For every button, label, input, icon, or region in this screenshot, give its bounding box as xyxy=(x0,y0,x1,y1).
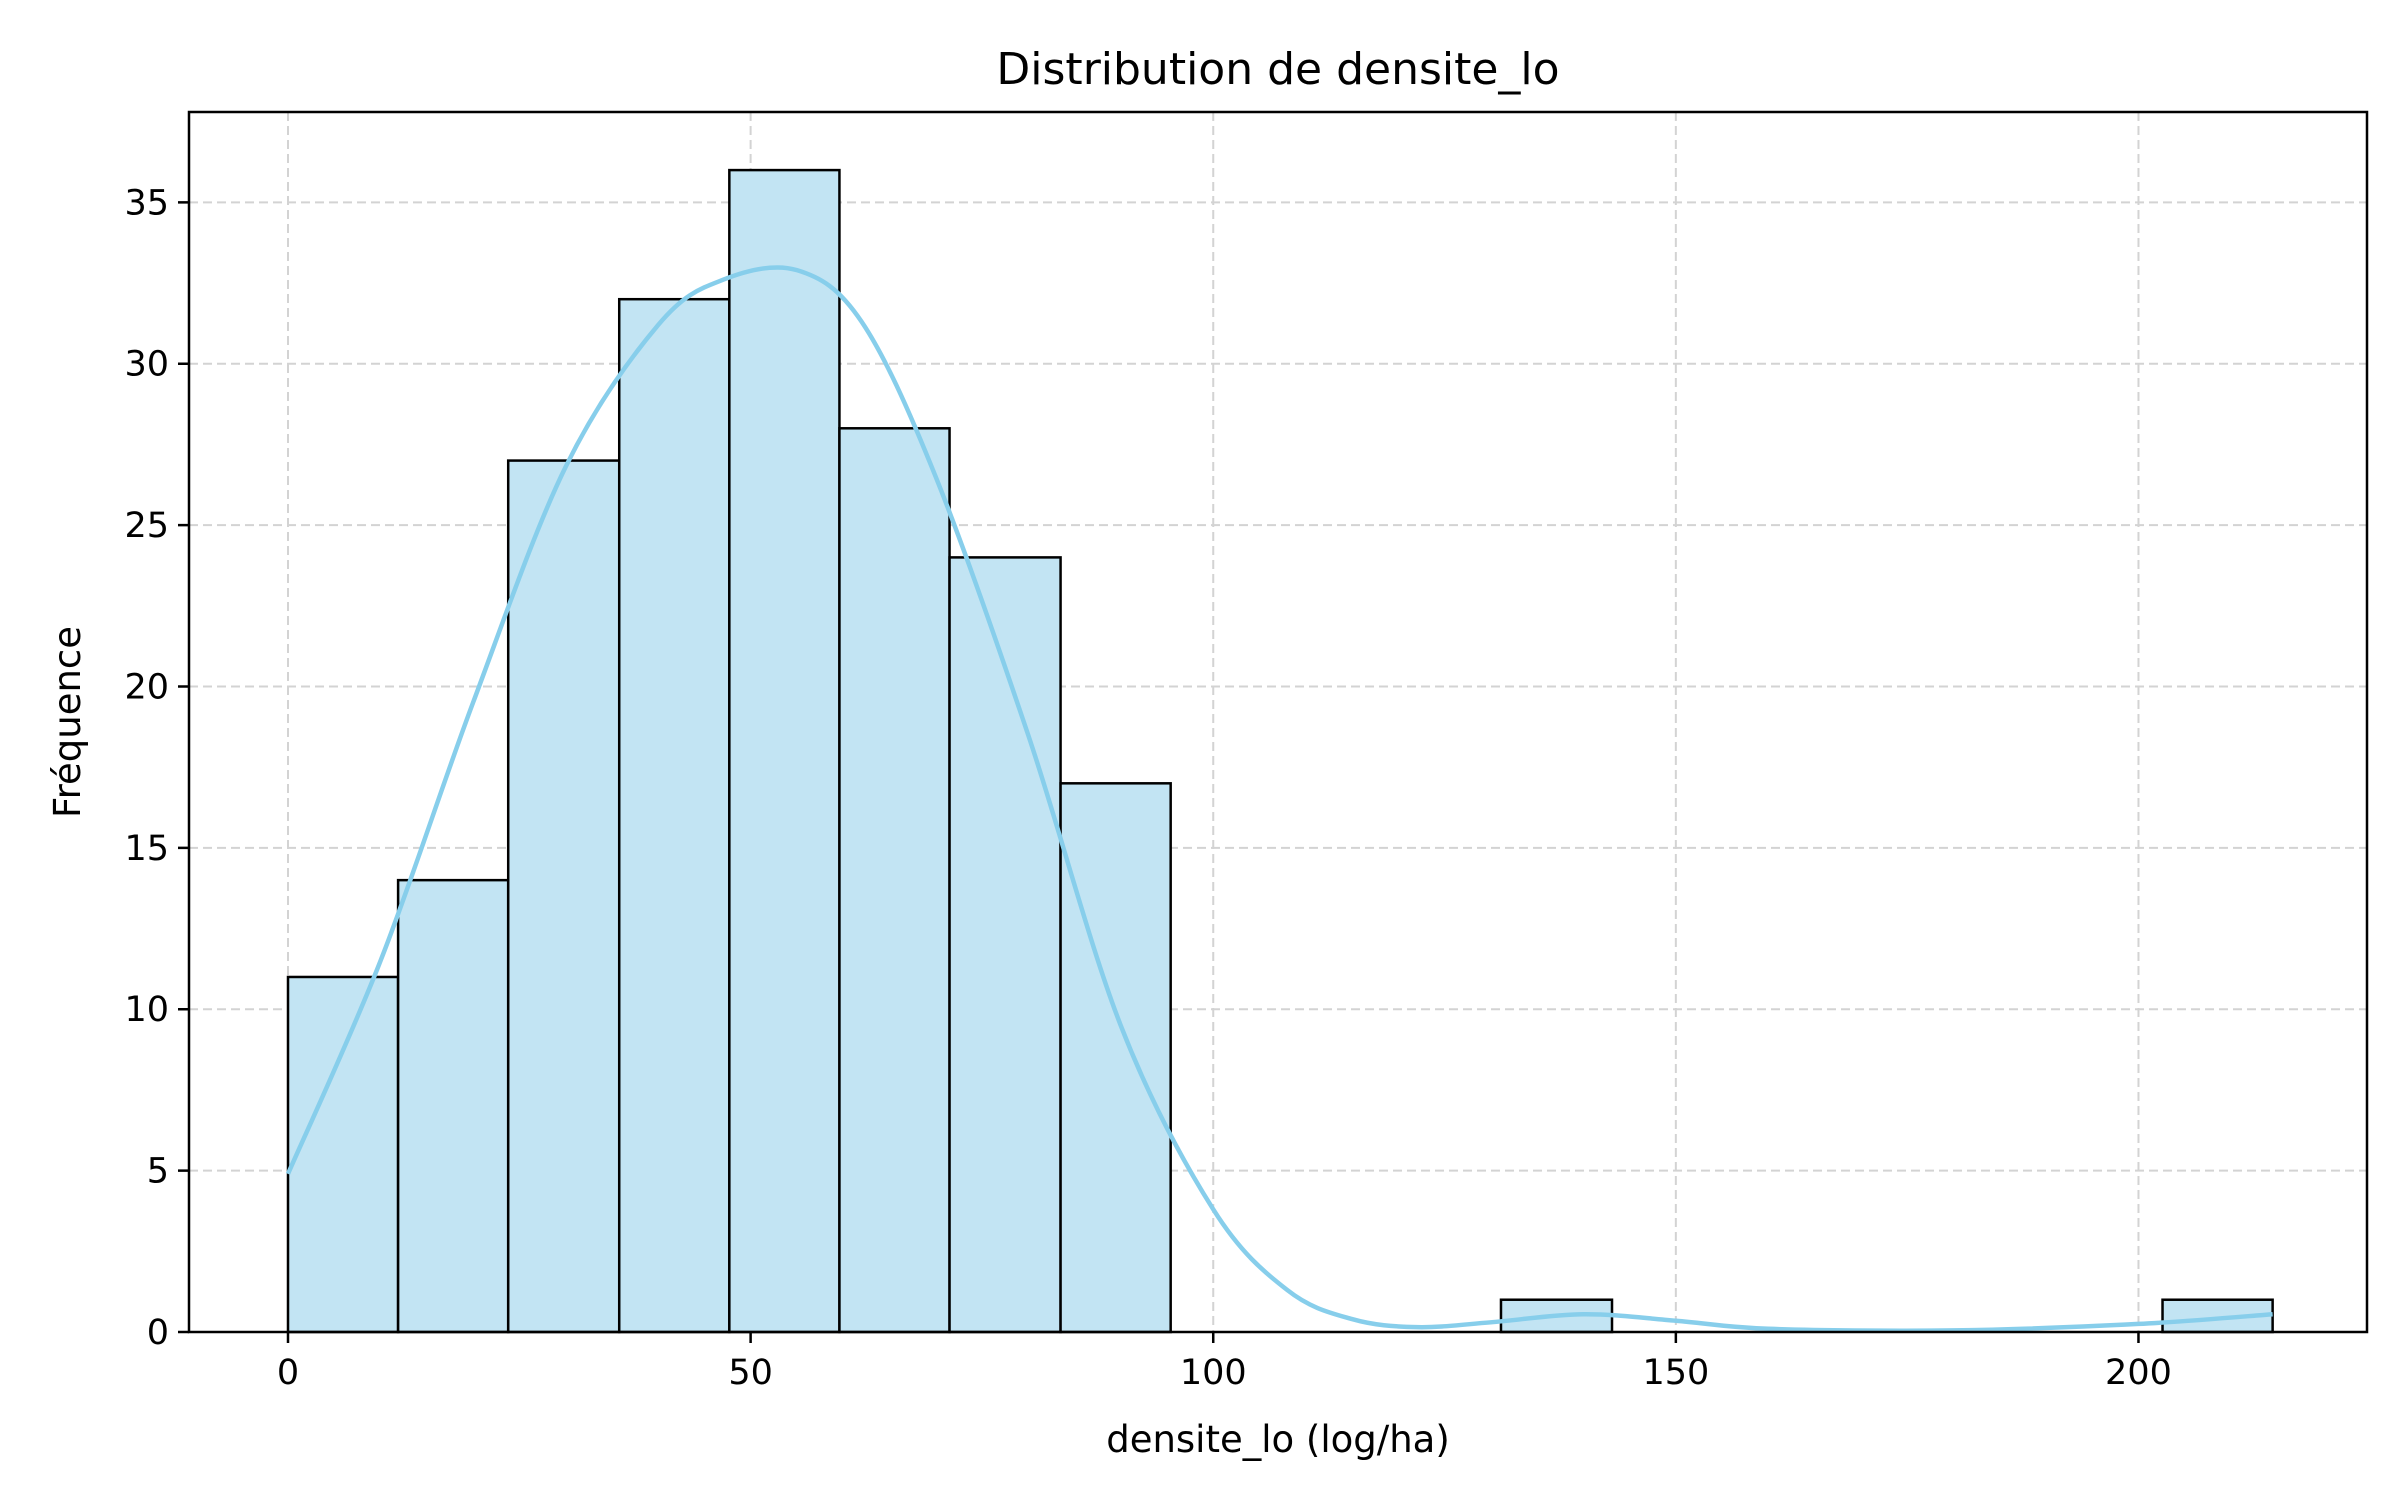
y-tick-label: 25 xyxy=(124,506,169,546)
histogram-bar xyxy=(617,297,731,1334)
histogram-bar xyxy=(286,975,400,1334)
histogram-bars xyxy=(286,168,2274,1334)
y-axis-label: Fréquence xyxy=(46,626,89,818)
kde-curve xyxy=(285,265,2273,1333)
x-tick-label: 50 xyxy=(728,1353,773,1393)
x-tick-label: 100 xyxy=(1180,1353,1247,1393)
y-tick-label: 10 xyxy=(124,990,169,1030)
kde-line xyxy=(285,265,2273,1333)
histogram-bar xyxy=(396,878,510,1334)
x-tick-label: 0 xyxy=(277,1353,299,1393)
y-tick-label: 30 xyxy=(124,345,169,385)
y-tick-label: 15 xyxy=(124,829,169,869)
y-tick-label: 5 xyxy=(147,1152,169,1192)
x-axis-label: densite_lo (log/ha) xyxy=(1106,1418,1450,1461)
y-tick-label: 0 xyxy=(147,1313,169,1353)
x-tick-label: 150 xyxy=(1642,1353,1709,1393)
x-tick-label: 200 xyxy=(2105,1353,2172,1393)
histogram-bar xyxy=(506,459,621,1334)
y-tick-label: 20 xyxy=(124,667,169,707)
histogram-bar xyxy=(838,427,951,1334)
histogram-bar xyxy=(728,168,841,1334)
axis-ticks: 0 50 100 150 200 0 5 10 15 20 25 30 35 xyxy=(124,183,2171,1393)
y-tick-label: 35 xyxy=(124,183,169,223)
plot-frame xyxy=(187,110,2369,1334)
histogram-bar xyxy=(1059,782,1172,1334)
chart-title: Distribution de densite_lo xyxy=(996,44,1559,95)
